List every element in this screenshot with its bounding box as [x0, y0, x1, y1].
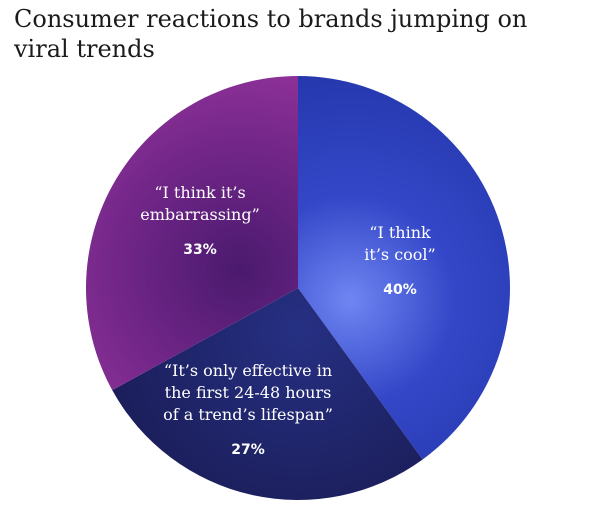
slice-label: “I think it’s cool”: [364, 223, 435, 264]
slice-value-label: 33%: [183, 242, 217, 258]
slice-value-label: 40%: [383, 282, 417, 298]
slice-label: “It’s only effective in the first 24-48 h…: [163, 361, 333, 424]
slice-effective: [112, 288, 423, 500]
chart-title: Consumer reactions to brands jumping on …: [14, 5, 528, 63]
slice-label: “I think it’s embarrassing”: [140, 183, 260, 224]
slice-value-label: 27%: [231, 442, 265, 458]
slice-cool: [298, 76, 510, 460]
slice-embarrassing: [85, 76, 299, 391]
